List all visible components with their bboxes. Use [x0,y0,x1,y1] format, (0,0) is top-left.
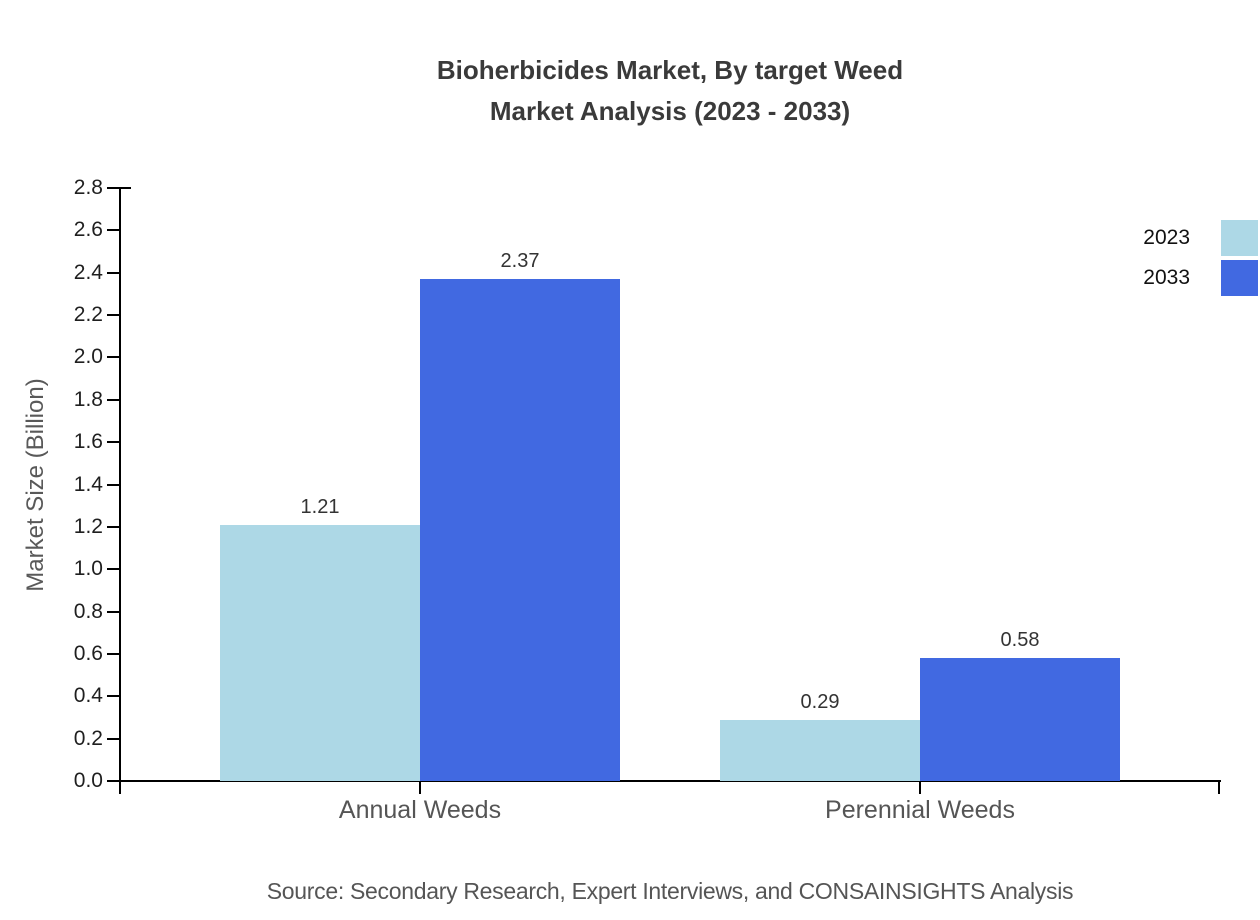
y-tick-mark [107,610,119,613]
y-tick-label: 0.8 [73,599,103,623]
bar-2023-perennial-weeds [720,719,920,781]
x-category-label-perennial-weeds: Perennial Weeds [825,796,1015,824]
y-tick-label: 2.8 [73,176,103,199]
y-tick-label: 1.6 [73,430,103,454]
y-tick-mark [107,737,119,740]
x-axis-end-tick [1218,782,1220,794]
y-tick-label: 1.4 [73,472,103,496]
legend-swatch-2023 [1221,220,1258,256]
legend-swatch-2033 [1221,260,1258,296]
y-tick-label: 0.0 [73,769,103,792]
chart-title-line1: Bioherbicides Market, By target Weed [436,55,904,85]
y-tick-label: 0.6 [73,641,103,665]
y-tick-label: 1.2 [73,514,103,538]
y-tick-mark [107,187,119,189]
bar-2023-annual-weeds [220,524,420,781]
x-category-label-annual-weeds: Annual Weeds [338,796,502,824]
chart-title: Bioherbicides Market, By target Weed Mar… [120,50,1220,132]
legend-item-2033: 2033 [1143,260,1258,296]
y-axis-spine [119,187,121,794]
y-tick-mark [107,568,119,571]
y-tick-label: 2.2 [73,303,103,327]
legend-item-2023: 2023 [1143,220,1258,256]
y-tick-mark [107,695,119,698]
bar-value-label: 1.21 [300,495,340,518]
y-tick-label: 0.2 [73,726,103,750]
bar-2033-annual-weeds [420,279,620,781]
y-axis-top-end-tick [121,187,131,189]
bar-value-label: 0.58 [1000,629,1040,652]
x-axis-spine [107,780,1221,782]
legend-label: 2033 [1143,266,1190,289]
y-tick-mark [107,356,119,359]
y-tick-mark [107,652,119,655]
x-tick-mark [919,782,921,794]
x-tick-mark [419,782,421,794]
y-tick-mark [107,229,119,232]
y-tick-mark [107,525,119,528]
bar-2033-perennial-weeds [920,658,1120,781]
chart-title-line2: Market Analysis (2023 - 2033) [489,96,851,126]
y-tick-label: 2.4 [73,260,103,284]
bar-value-label: 0.29 [800,690,840,713]
y-tick-label: 1.8 [73,387,103,411]
legend-label: 2023 [1143,226,1190,249]
y-tick-mark [107,780,119,782]
y-tick-mark [107,441,119,444]
y-tick-mark [107,398,119,401]
y-tick-label: 2.6 [73,218,103,242]
y-tick-label: 1.0 [73,557,103,581]
y-tick-mark [107,271,119,274]
y-tick-mark [107,483,119,486]
y-tick-mark [107,314,119,317]
source-note: Source: Secondary Research, Expert Inter… [266,878,1074,904]
y-tick-label: 2.0 [73,345,103,369]
bar-value-label: 2.37 [500,250,540,273]
chart-legend: 2023 2033 [1143,220,1258,300]
y-tick-label: 0.4 [73,684,103,708]
